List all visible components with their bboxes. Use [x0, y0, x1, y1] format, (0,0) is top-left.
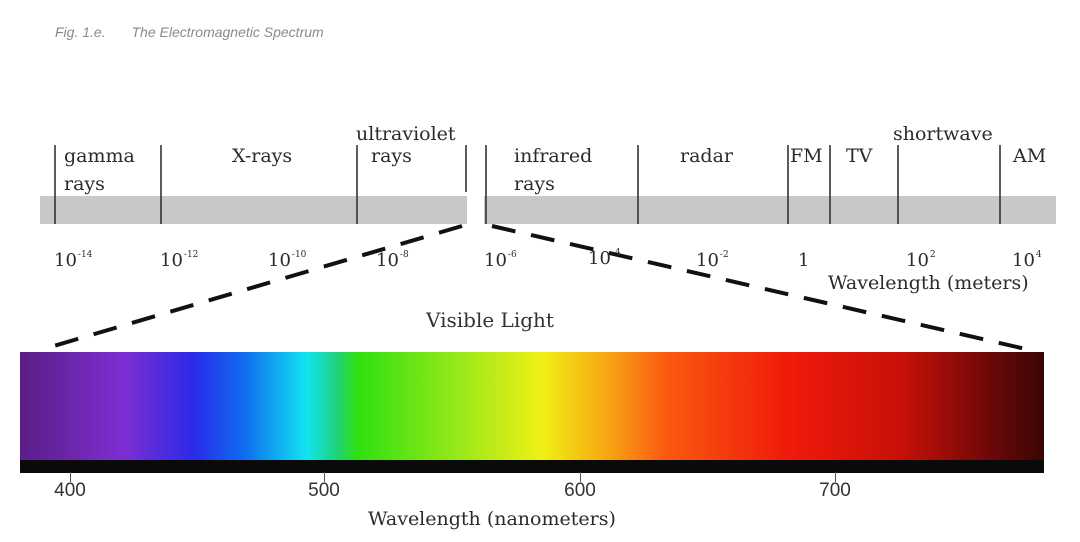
em-spectrum-bar — [40, 196, 1056, 224]
band-shortwave: shortwave — [893, 123, 993, 145]
nm-tick-500 — [324, 472, 325, 482]
nm-label-700: 700 — [819, 480, 851, 501]
nm-label-600: 600 — [564, 480, 596, 501]
nm-tick-400 — [70, 472, 71, 482]
scale-label-7: 10-2 — [696, 250, 729, 271]
scale-label-9: 102 — [906, 250, 936, 271]
figure-title: The Electromagnetic Spectrum — [131, 24, 324, 40]
scale-label-1: 10-14 — [54, 250, 93, 271]
band-x-rays: X-rays — [232, 145, 293, 167]
wavelength-meters-title: Wavelength (meters) — [828, 272, 1029, 294]
band-fm: FM — [790, 145, 823, 167]
wavelength-nanometers-title: Wavelength (nanometers) — [368, 508, 616, 530]
band-radar: radar — [680, 145, 733, 167]
scale-label-4: 10-8 — [376, 250, 409, 271]
scale-label-10: 104 — [1012, 250, 1042, 271]
band-gamma-rays: gamma rays — [64, 145, 135, 195]
scale-label-8: 1 — [798, 250, 810, 271]
nm-tick-600 — [580, 472, 581, 482]
band-am: AM — [1013, 145, 1047, 167]
visible-light-title: Visible Light — [426, 308, 554, 332]
band-tv: TV — [846, 145, 873, 167]
scale-label-2: 10-12 — [160, 250, 199, 271]
nm-tick-700 — [835, 472, 836, 482]
spectrum-baseline — [20, 460, 1044, 473]
scale-label-6: 10-4 — [588, 248, 621, 269]
nm-label-500: 500 — [308, 480, 340, 501]
scale-label-3: 10-10 — [268, 250, 307, 271]
band-ultraviolet: ultraviolet — [356, 123, 456, 145]
zoom-lines — [39, 224, 1031, 352]
zoom-line-right — [491, 224, 1031, 352]
zoom-line-left — [39, 224, 463, 352]
band-ultraviolet-rays: rays — [371, 145, 412, 167]
bar-gap — [467, 190, 484, 230]
band-dividers — [54, 145, 1001, 224]
nm-label-400: 400 — [54, 480, 86, 501]
scale-label-5: 10-6 — [484, 250, 517, 271]
band-infrared-rays: infrared rays — [514, 145, 593, 195]
figure-number: Fig. 1.e. — [55, 24, 106, 40]
visible-spectrum-gradient — [20, 352, 1044, 462]
figure-caption: Fig. 1.e. The Electromagnetic Spectrum — [55, 24, 324, 40]
